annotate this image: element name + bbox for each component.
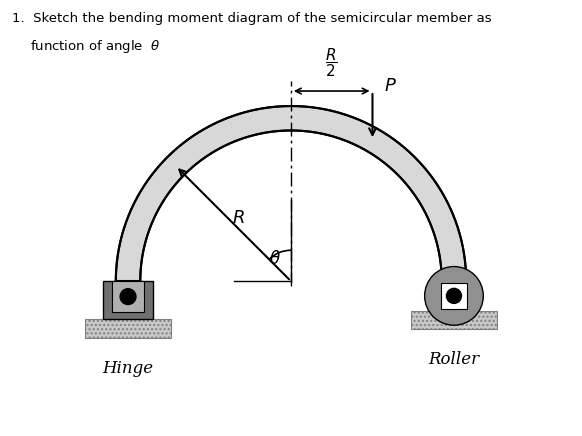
Bar xyxy=(102,281,154,319)
Text: Hinge: Hinge xyxy=(102,360,154,377)
Bar xyxy=(112,281,144,312)
Circle shape xyxy=(446,288,462,304)
Polygon shape xyxy=(116,106,466,281)
Bar xyxy=(411,310,497,329)
Text: $P$: $P$ xyxy=(385,77,398,95)
Text: 1.  Sketch the bending moment diagram of the semicircular member as: 1. Sketch the bending moment diagram of … xyxy=(12,12,492,25)
Text: $\theta$: $\theta$ xyxy=(269,250,281,268)
Text: $\dfrac{R}{2}$: $\dfrac{R}{2}$ xyxy=(325,46,338,79)
Text: $R$: $R$ xyxy=(232,209,245,228)
Circle shape xyxy=(425,266,483,325)
Circle shape xyxy=(119,288,137,305)
Bar xyxy=(85,319,171,338)
Text: function of angle  $\theta$: function of angle $\theta$ xyxy=(30,38,161,55)
Text: Roller: Roller xyxy=(428,351,480,368)
Bar xyxy=(441,283,467,309)
